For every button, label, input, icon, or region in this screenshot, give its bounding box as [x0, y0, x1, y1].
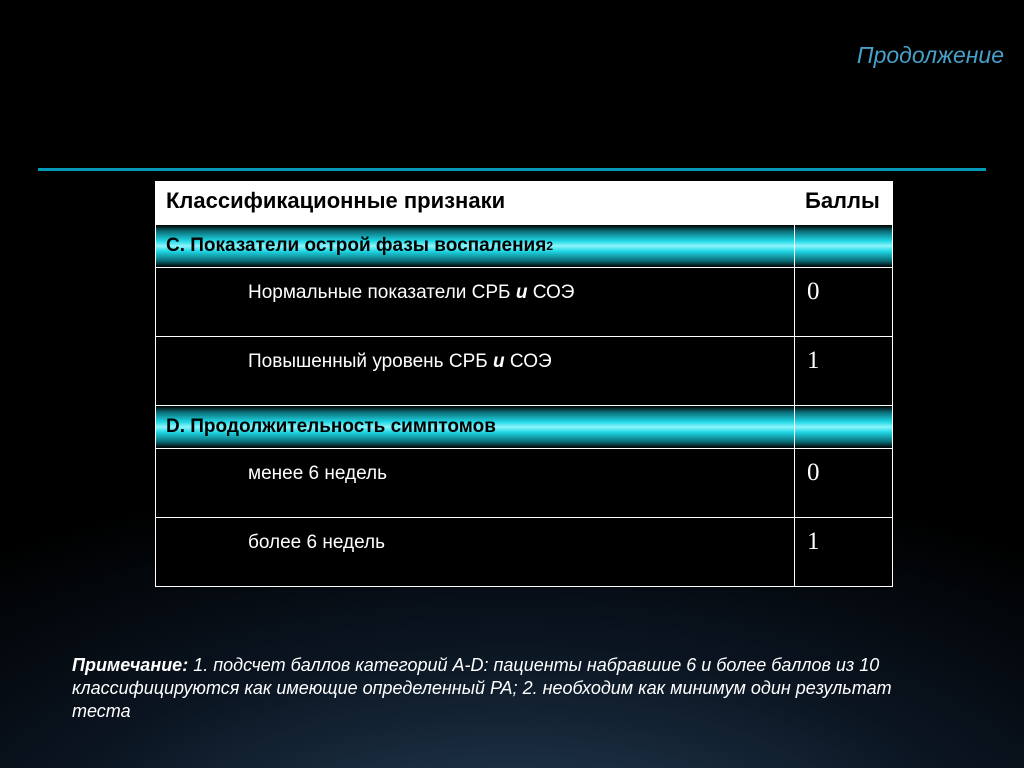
section-d-band: D. Продолжительность симптомов	[156, 406, 794, 448]
row-c1-score: 0	[795, 268, 893, 337]
section-c-score-band	[795, 225, 892, 267]
criteria-table: Классификационные признаки Баллы С. Пока…	[155, 181, 893, 587]
row-d1-label: менее 6 недель	[156, 449, 795, 518]
section-d-score-band	[795, 406, 892, 448]
row-c2-pre: Повышенный уровень СРБ	[248, 351, 493, 372]
section-d-score-blank	[795, 406, 893, 449]
section-c-title: С. Показатели острой фазы воспаления	[166, 235, 546, 257]
header-score: Баллы	[795, 182, 893, 225]
row-c2-label: Повышенный уровень СРБ и СОЭ	[156, 337, 795, 406]
section-row: D. Продолжительность симптомов	[156, 406, 893, 449]
table-row: Повышенный уровень СРБ и СОЭ 1	[156, 337, 893, 406]
criteria-table-container: Классификационные признаки Баллы С. Пока…	[155, 181, 893, 587]
row-c2-post: СОЭ	[505, 351, 552, 372]
row-c2-score: 1	[795, 337, 893, 406]
slide-corner-title: Продолжение	[857, 42, 1004, 69]
section-c-sup: 2	[546, 239, 553, 253]
row-d2-score: 1	[795, 518, 893, 587]
horizontal-rule	[38, 168, 986, 171]
section-d-title: D. Продолжительность симптомов	[166, 416, 496, 438]
footnote: Примечание: 1. подсчет баллов категорий …	[72, 654, 952, 723]
row-c1-post: СОЭ	[527, 282, 574, 303]
row-d1-score: 0	[795, 449, 893, 518]
footnote-label: Примечание:	[72, 655, 188, 675]
row-c1-ital: и	[516, 282, 528, 303]
table-row: Нормальные показатели СРБ и СОЭ 0	[156, 268, 893, 337]
row-c2-ital: и	[493, 351, 505, 372]
section-c-score-blank	[795, 225, 893, 268]
section-c-band: С. Показатели острой фазы воспаления2	[156, 225, 794, 267]
row-d2-pre: более 6 недель	[248, 532, 385, 553]
section-d-title-cell: D. Продолжительность симптомов	[156, 406, 795, 449]
section-c-title-cell: С. Показатели острой фазы воспаления2	[156, 225, 795, 268]
table-header-row: Классификационные признаки Баллы	[156, 182, 893, 225]
header-criteria: Классификационные признаки	[156, 182, 795, 225]
row-d1-pre: менее 6 недель	[248, 463, 387, 484]
footnote-body: 1. подсчет баллов категорий A-D: пациент…	[72, 655, 892, 721]
table-row: более 6 недель 1	[156, 518, 893, 587]
row-c1-pre: Нормальные показатели СРБ	[248, 282, 516, 303]
row-d2-label: более 6 недель	[156, 518, 795, 587]
row-c1-label: Нормальные показатели СРБ и СОЭ	[156, 268, 795, 337]
section-row: С. Показатели острой фазы воспаления2	[156, 225, 893, 268]
table-row: менее 6 недель 0	[156, 449, 893, 518]
